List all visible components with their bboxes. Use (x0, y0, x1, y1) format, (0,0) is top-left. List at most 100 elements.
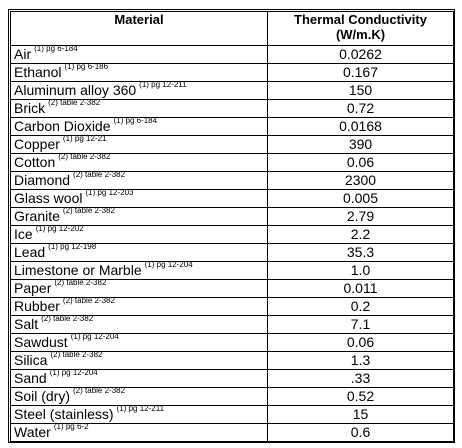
material-name: Water (14, 424, 51, 441)
reference-note: (1) pg 12-198 (48, 243, 97, 251)
reference-note: (1) pg 12-202 (35, 225, 84, 233)
table-header-row: Material Thermal Conductivity (W/m.K) (10, 11, 454, 46)
material-cell: Cotton (2) table 2-382 (10, 153, 268, 172)
reference-note: (1) pg 12-204 (70, 333, 119, 341)
material-cell: Limestone or Marble (1) pg 12-204 (10, 261, 268, 280)
conductivity-value: 1.0 (267, 261, 454, 280)
table-row: Steel (stainless) (1) pg 12-211 15 (10, 405, 454, 424)
reference-note: (1) pg 6-2 (53, 423, 89, 431)
table-row: Ethanol (1) pg 6-186 0.167 (10, 63, 454, 82)
table-row: Glass wool (1) pg 12-203 0.005 (10, 189, 454, 208)
table-row: Brick (2) table 2-382 0.72 (10, 99, 454, 118)
conductivity-value: 0.6 (267, 423, 454, 442)
reference-note: (2) table 2-382 (62, 207, 115, 215)
material-name: Sawdust (14, 334, 68, 351)
reference-note: (2) table 2-382 (48, 99, 101, 107)
material-cell: Rubber (2) table 2-382 (10, 297, 268, 316)
table-row: Aluminum alloy 360 (1) pg 12-211 150 (10, 81, 454, 100)
table-row: Salt (2) table 2-382 7.1 (10, 315, 454, 334)
conductivity-value: 0.005 (267, 189, 454, 208)
material-name: Silica (14, 352, 48, 369)
conductivity-column-header: Thermal Conductivity (W/m.K) (267, 11, 454, 46)
material-cell: Soil (dry) (2) table 2-382 (10, 387, 268, 406)
table-row: Rubber (2) table 2-382 0.2 (10, 297, 454, 316)
table-row: Lead (1) pg 12-198 35.3 (10, 243, 454, 262)
material-name: Brick (14, 100, 46, 117)
material-cell: Air (1) pg 6-184 (10, 45, 268, 64)
material-cell: Steel (stainless) (1) pg 12-211 (10, 405, 268, 424)
table-row: Air (1) pg 6-184 0.0262 (10, 45, 454, 64)
material-name: Ice (14, 226, 33, 243)
reference-note: (1) pg 6-184 (113, 117, 158, 125)
material-name: Steel (stainless) (14, 406, 114, 423)
table-row: Water (1) pg 6-2 0.6 (10, 423, 454, 442)
conductivity-value: .33 (267, 369, 454, 388)
thermal-conductivity-table: Material Thermal Conductivity (W/m.K) Ai… (10, 11, 454, 442)
conductivity-value: 0.06 (267, 333, 454, 352)
conductivity-value: 0.167 (267, 63, 454, 82)
material-name: Glass wool (14, 190, 83, 207)
material-name: Copper (14, 136, 60, 153)
material-cell: Paper (2) table 2-382 (10, 279, 268, 298)
table-body: Air (1) pg 6-184 0.0262 Ethanol (1) pg 6-186… (10, 45, 454, 442)
material-cell: Salt (2) table 2-382 (10, 315, 268, 334)
table-row: Cotton (2) table 2-382 0.06 (10, 153, 454, 172)
material-name: Ethanol (14, 64, 62, 81)
material-name: Carbon Dioxide (14, 118, 111, 135)
material-name: Soil (dry) (14, 388, 71, 405)
reference-note: (2) table 2-382 (73, 387, 126, 395)
material-cell: Ice (1) pg 12-202 (10, 225, 268, 244)
table-row: Copper (1) pg 12-21 390 (10, 135, 454, 154)
material-name: Lead (14, 244, 46, 261)
conductivity-value: 2300 (267, 171, 454, 190)
reference-note: (2) table 2-382 (62, 297, 115, 305)
reference-note: (1) pg 12-211 (116, 405, 165, 413)
table-row: Ice (1) pg 12-202 2.2 (10, 225, 454, 244)
material-column-header: Material (10, 11, 268, 46)
material-cell: Diamond (2) table 2-382 (10, 171, 268, 190)
material-cell: Granite (2) table 2-382 (10, 207, 268, 226)
material-name: Paper (14, 280, 52, 297)
conductivity-value: 0.0168 (267, 117, 454, 136)
material-cell: Silica (2) table 2-382 (10, 351, 268, 370)
reference-note: (1) pg 12-204 (49, 369, 98, 377)
material-name: Sand (14, 370, 47, 387)
reference-note: (2) table 2-382 (54, 279, 107, 287)
reference-note: (1) pg 6-184 (34, 45, 78, 53)
table-row: Carbon Dioxide (1) pg 6-184 0.0168 (10, 117, 454, 136)
conductivity-value: 2.79 (267, 207, 454, 226)
material-name: Granite (14, 208, 60, 225)
conductivity-value: 0.72 (267, 99, 454, 118)
table-row: Limestone or Marble (1) pg 12-204 1.0 (10, 261, 454, 280)
material-cell: Ethanol (1) pg 6-186 (10, 63, 268, 82)
conductivity-value: 0.011 (267, 279, 454, 298)
material-cell: Sand (1) pg 12-204 (10, 369, 268, 388)
reference-note: (1) pg 12-203 (85, 189, 134, 197)
reference-note: (1) pg 12-204 (144, 261, 193, 269)
conductivity-value: 390 (267, 135, 454, 154)
material-name: Salt (14, 316, 39, 333)
conductivity-value: 1.3 (267, 351, 454, 370)
material-cell: Copper (1) pg 12-21 (10, 135, 268, 154)
reference-note: (2) table 2-382 (41, 315, 94, 323)
table-row: Granite (2) table 2-382 2.79 (10, 207, 454, 226)
material-cell: Brick (2) table 2-382 (10, 99, 268, 118)
material-cell: Aluminum alloy 360 (1) pg 12-211 (10, 81, 268, 100)
material-name: Diamond (14, 172, 71, 189)
material-cell: Carbon Dioxide (1) pg 6-184 (10, 117, 268, 136)
conductivity-value: 150 (267, 81, 454, 100)
table-row: Diamond (2) table 2-382 2300 (10, 171, 454, 190)
material-name: Rubber (14, 298, 60, 315)
conductivity-header-units: (W/m.K) (335, 27, 386, 42)
reference-note: (1) pg 12-21 (62, 135, 107, 143)
conductivity-value: 0.2 (267, 297, 454, 316)
table-row: Sawdust (1) pg 12-204 0.06 (10, 333, 454, 352)
conductivity-value: 0.06 (267, 153, 454, 172)
conductivity-value: 7.1 (267, 315, 454, 334)
table-row: Paper (2) table 2-382 0.011 (10, 279, 454, 298)
conductivity-value: 0.52 (267, 387, 454, 406)
conductivity-value: 2.2 (267, 225, 454, 244)
reference-note: (2) table 2-382 (73, 171, 126, 179)
reference-note: (1) pg 12-211 (139, 81, 187, 89)
material-cell: Glass wool (1) pg 12-203 (10, 189, 268, 208)
